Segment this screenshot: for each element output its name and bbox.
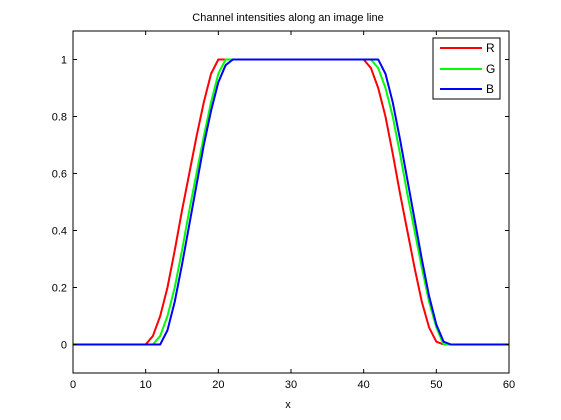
legend-label-b: B: [486, 82, 494, 96]
legend: R G B: [432, 37, 501, 100]
legend-label-r: R: [486, 41, 495, 55]
x-tick-label: 40: [358, 379, 370, 391]
y-tick-label: 0.8: [52, 112, 67, 124]
y-tick-label: 0.4: [52, 226, 67, 238]
axis-ticks: 0 10 20 30 40 50 60 0 0.2 0.4 0.6 0.8 1: [52, 31, 515, 391]
y-tick-label: 0: [61, 340, 67, 352]
y-tick-label: 0.2: [52, 283, 67, 295]
x-tick-label: 0: [70, 379, 76, 391]
series-line-b: [73, 58, 509, 346]
x-tick-label: 10: [140, 379, 152, 391]
x-tick-label: 60: [503, 379, 515, 391]
chart-title: Channel intensities along an image line: [192, 12, 383, 24]
y-tick-label: 1: [61, 55, 67, 67]
y-tick-label: 0.6: [52, 169, 67, 181]
series-lines: [73, 58, 509, 346]
x-axis-label: x: [285, 399, 291, 411]
x-tick-label: 50: [430, 379, 442, 391]
legend-label-g: G: [486, 62, 495, 76]
x-tick-label: 20: [212, 379, 224, 391]
x-tick-label: 30: [285, 379, 297, 391]
